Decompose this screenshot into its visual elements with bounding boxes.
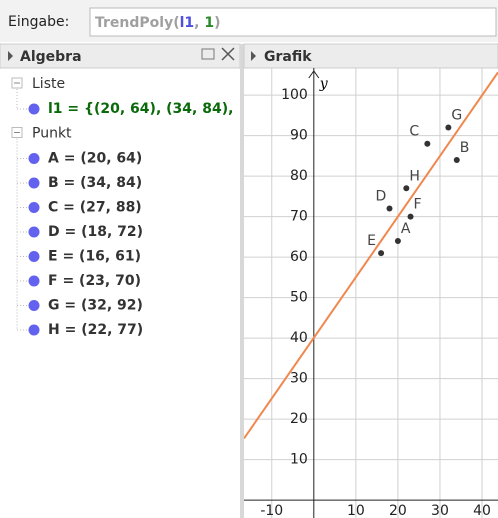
point (403, 185, 410, 192)
y-tick-label: 70 (290, 209, 308, 225)
input-command: TrendPoly(l1, 1) (95, 15, 221, 31)
trend-line (244, 71, 498, 440)
group-name: Liste (32, 76, 65, 92)
command-part: TrendPoly( (95, 15, 180, 31)
point-label: C (409, 124, 419, 140)
point (453, 156, 460, 163)
x-tick-label: 10 (347, 503, 365, 518)
object-dot (28, 177, 40, 189)
input-field[interactable] (89, 7, 497, 37)
object-dot (28, 300, 40, 311)
point (445, 124, 452, 131)
point (386, 205, 393, 212)
x-tick-label: -10 (260, 503, 283, 518)
x-tick-label: 40 (473, 503, 491, 518)
object-entry: H = (22, 77) (48, 322, 143, 338)
y-tick-label: 90 (290, 128, 308, 144)
object-entry: C = (27, 88) (48, 200, 142, 216)
undock-button[interactable] (201, 48, 215, 60)
point (424, 140, 431, 147)
object-dot (28, 275, 40, 287)
point (378, 250, 385, 257)
object-entry: l1 = {(20, 64), (34, 84), (48, 101, 233, 117)
object-dot (28, 324, 40, 336)
object-dot (28, 153, 40, 164)
object-dot (28, 226, 40, 238)
object-dot (28, 103, 40, 115)
y-tick-label: 100 (281, 87, 308, 103)
point-label: E (367, 233, 376, 249)
y-tick-label: 20 (290, 411, 308, 427)
point-label: F (414, 197, 422, 213)
command-part: ) (214, 15, 220, 31)
object-dot (28, 251, 40, 262)
close-button[interactable] (221, 47, 235, 61)
object-entry: D = (18, 72) (48, 224, 143, 240)
object-dot (28, 202, 40, 213)
point-label: B (460, 140, 470, 156)
y-tick-label: 10 (290, 452, 308, 468)
object-entry: A = (20, 64) (48, 151, 142, 167)
graphics-view: -10 10 20 30 40 10 20 30 40 50 60 70 80 90 100 y A B C D E F G… (244, 68, 498, 518)
point-label: G (451, 108, 462, 124)
y-tick-label: 60 (290, 249, 308, 265)
command-part: , (194, 15, 204, 31)
input-label: Eingabe: (8, 14, 69, 30)
collapse-icon[interactable] (251, 51, 256, 61)
axis-arrow (308, 70, 320, 79)
point-label: D (376, 189, 387, 205)
x-tick-label: 30 (431, 503, 449, 518)
command-part: l1 (180, 15, 195, 31)
point-label: H (409, 168, 420, 184)
graphics-title: Grafik (264, 49, 312, 65)
object-entry: E = (16, 61) (48, 249, 141, 265)
command-part: 1 (204, 15, 214, 31)
object-entry: F = (23, 70) (48, 273, 141, 289)
algebra-tree: Liste l1 = {(20, 64), (34, 84), Punkt A = (… (11, 76, 233, 338)
y-tick-label: 80 (290, 168, 308, 184)
point (394, 237, 401, 244)
point-label: A (401, 221, 411, 237)
y-tick-label: 50 (290, 290, 308, 306)
object-entry: B = (34, 84) (48, 175, 142, 191)
collapse-icon[interactable] (8, 51, 13, 61)
graphics-header (243, 43, 498, 69)
object-entry: G = (32, 92) (48, 298, 143, 314)
divider (240, 44, 244, 518)
y-tick-label: 40 (290, 330, 308, 346)
x-tick-label: 20 (389, 503, 407, 518)
algebra-title: Algebra (20, 49, 82, 65)
y-axis-label: y (319, 76, 329, 92)
group-name: Punkt (32, 126, 72, 142)
y-tick-label: 30 (290, 371, 308, 387)
point (407, 213, 414, 220)
